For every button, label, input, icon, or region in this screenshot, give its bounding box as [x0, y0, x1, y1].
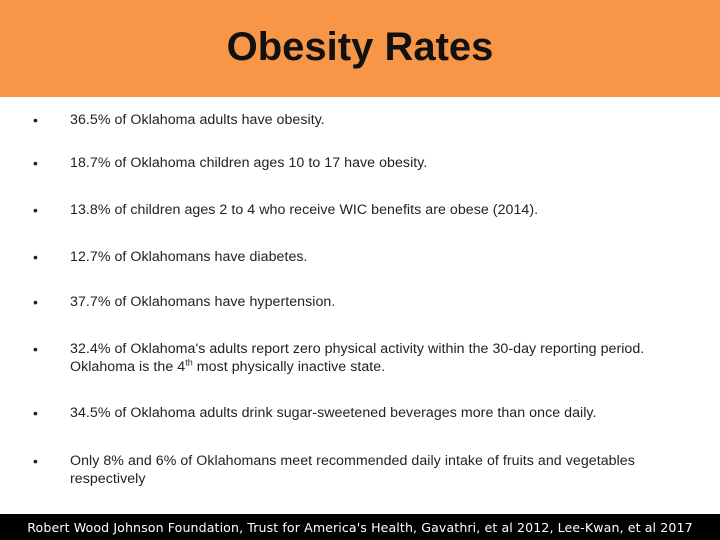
bullet-text: 13.8% of children ages 2 to 4 who receiv…: [70, 202, 539, 218]
bullet-text: Only 8% and 6% of Oklahomans meet recomm…: [70, 453, 635, 487]
bullet-text-part: 32.4% of Oklahoma's adults report zero p…: [70, 341, 645, 375]
bullet-text: 32.4% of Oklahoma's adults report zero p…: [70, 341, 700, 376]
citation-text: Robert Wood Johnson Foundation, Trust fo…: [27, 519, 693, 535]
bullet-text: 37.7% of Oklahomans have hypertension.: [70, 294, 336, 310]
bullet-marker: •: [33, 112, 38, 128]
citation-footer: Robert Wood Johnson Foundation, Trust fo…: [0, 514, 720, 540]
bullet-marker: •: [33, 202, 38, 218]
slide-title: Obesity Rates: [226, 25, 494, 69]
bullet-marker: •: [33, 249, 38, 265]
bullet-text: 36.5% of Oklahoma adults have obesity.: [70, 112, 325, 128]
bullet-text: 34.5% of Oklahoma adults drink sugar-swe…: [70, 405, 597, 421]
bullet-marker: •: [33, 453, 38, 469]
bullet-marker: •: [33, 405, 38, 421]
bullet-text: 18.7% of Oklahoma children ages 10 to 17…: [70, 155, 428, 171]
bullet-marker: •: [33, 294, 38, 310]
bullet-marker: •: [33, 155, 38, 171]
bullet-text: 12.7% of Oklahomans have diabetes.: [70, 249, 308, 265]
bullet-text-part: most physically inactive state.: [192, 358, 386, 375]
title-banner: Obesity Rates: [0, 0, 720, 97]
ordinal-suffix: th: [185, 356, 193, 367]
bullet-marker: •: [33, 341, 38, 357]
